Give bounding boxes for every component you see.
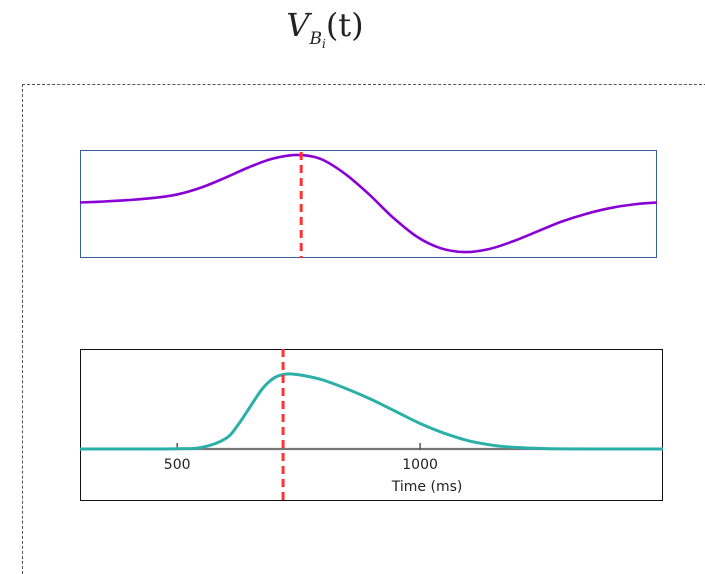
x-tick-label: 500 <box>164 457 191 473</box>
x-tick-label: 1000 <box>402 457 438 473</box>
top-series-line <box>79 153 658 254</box>
title-sub-index: i <box>321 37 326 51</box>
title-symbol: V <box>286 6 310 44</box>
bottom-series-line <box>80 372 663 451</box>
top-panel-border <box>80 150 657 258</box>
top-panel <box>79 150 658 258</box>
dashed-frame <box>22 84 705 574</box>
bottom-panel: 500 1000 Time (ms) <box>80 349 663 501</box>
title-subscript: B <box>309 29 322 49</box>
figure-title: VBi(t) <box>0 6 650 51</box>
x-axis-label: Time (ms) <box>391 479 463 495</box>
bottom-panel-border <box>80 349 663 501</box>
title-argument: (t) <box>325 6 364 44</box>
